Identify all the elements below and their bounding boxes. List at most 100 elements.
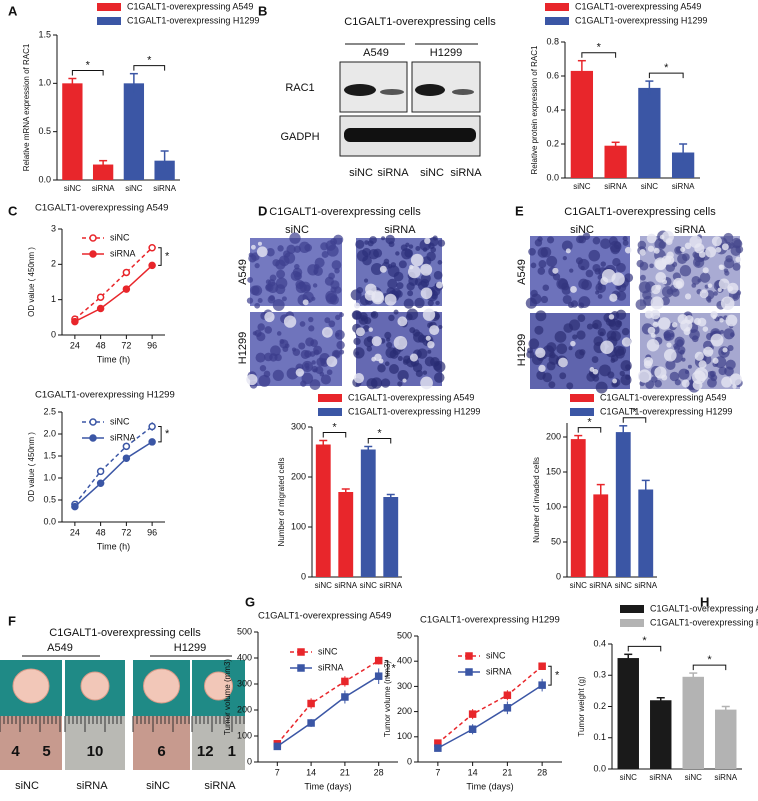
pore — [719, 318, 724, 323]
legend-label: C1GALT1-overexpressing H1299 — [600, 406, 732, 416]
cell — [674, 379, 681, 386]
legend-label: C1GALT1-overexpressing H1299 — [127, 15, 259, 25]
lane: siRNA — [450, 167, 482, 179]
cell — [528, 338, 540, 350]
pore — [643, 360, 653, 369]
y-tick-label: 400 — [237, 652, 252, 662]
cell — [312, 283, 318, 288]
ruler-number: 10 — [87, 743, 104, 760]
y-tick-label: 1.5 — [38, 29, 51, 39]
cell — [595, 381, 608, 394]
lane: siNC — [146, 780, 170, 792]
cell — [556, 343, 568, 355]
lane: siNC — [349, 167, 373, 179]
cell — [552, 273, 561, 281]
pore — [715, 246, 722, 253]
chart-title: C1GALT1-overexpressing A549 — [35, 203, 168, 214]
cell — [424, 356, 435, 367]
y-tick-label: 0.5 — [38, 126, 51, 136]
marker — [96, 479, 105, 488]
cell — [594, 268, 601, 275]
cell — [286, 367, 299, 380]
cell — [326, 244, 339, 257]
marker — [96, 304, 105, 313]
pore — [402, 378, 407, 383]
marker — [122, 442, 131, 451]
marker — [374, 656, 383, 665]
y-tick-label: 0 — [51, 329, 56, 339]
x-axis-label: Time (days) — [466, 781, 513, 791]
legend-marker — [297, 648, 305, 656]
chart-title: C1GALT1-overexpressing H1299 — [35, 390, 175, 401]
tumor — [12, 668, 50, 704]
bracket — [322, 432, 347, 438]
cell — [598, 364, 611, 377]
cell — [673, 343, 679, 349]
bracket — [627, 645, 662, 652]
cell — [246, 297, 254, 304]
cell — [279, 339, 289, 349]
cell — [397, 381, 403, 387]
cell — [546, 342, 557, 353]
cell — [352, 310, 362, 320]
x-tick-label: 14 — [306, 767, 316, 777]
marker — [96, 467, 105, 476]
cell — [413, 331, 424, 343]
cell — [687, 364, 692, 369]
protein: RAC1 — [285, 82, 314, 94]
x-tick-label: siRNA — [714, 773, 737, 782]
y-tick-label: 0.4 — [546, 104, 559, 114]
line — [74, 247, 153, 320]
pore — [646, 339, 660, 352]
legend-label: C1GALT1-overexpressing A549 — [127, 1, 253, 11]
legend-label: C1GALT1-overexpressing H1299 — [575, 15, 707, 25]
cell — [257, 323, 265, 331]
legend-marker — [465, 652, 473, 660]
panel-letter: G — [245, 594, 255, 609]
photo: 12 1 — [191, 660, 245, 770]
bar — [617, 658, 639, 769]
band — [452, 89, 474, 95]
y-tick-label: 1 — [51, 294, 56, 304]
pore — [601, 268, 616, 283]
cell — [276, 331, 282, 336]
cell — [384, 361, 390, 367]
cell — [264, 326, 273, 334]
cell — [530, 262, 537, 269]
cell — [548, 381, 556, 389]
micrograph — [350, 234, 446, 309]
cell — [326, 369, 333, 376]
y-tick-label: 400 — [397, 656, 412, 666]
cell — [313, 345, 323, 355]
cell — [694, 260, 701, 267]
cell-line: H1299 — [430, 47, 462, 59]
y-tick-label: 300 — [237, 678, 252, 688]
pore — [364, 290, 376, 301]
x-tick-label: siRNA — [92, 184, 115, 193]
x-tick-label: siRNA — [379, 581, 402, 590]
ruler-number: 4 — [11, 743, 20, 760]
lane: siRNA — [204, 780, 236, 792]
cell — [366, 378, 378, 390]
cell — [427, 349, 432, 354]
cell — [433, 270, 443, 280]
cell — [437, 239, 446, 247]
cell — [363, 336, 374, 348]
cell — [542, 284, 550, 291]
cell — [677, 253, 688, 265]
bracket — [577, 427, 602, 433]
micrograph — [246, 232, 344, 311]
x-tick-label: 28 — [374, 767, 384, 777]
y-tick-label: 50 — [551, 536, 561, 546]
y-tick-label: 200 — [291, 471, 306, 481]
bar — [604, 145, 627, 178]
bar — [338, 492, 354, 577]
cell — [546, 361, 556, 371]
ruler-number: 5 — [42, 743, 50, 760]
micrograph — [637, 309, 743, 393]
x-tick-label: siNC — [360, 581, 378, 590]
cell — [649, 263, 654, 269]
marker — [434, 744, 442, 752]
cell — [645, 380, 655, 389]
